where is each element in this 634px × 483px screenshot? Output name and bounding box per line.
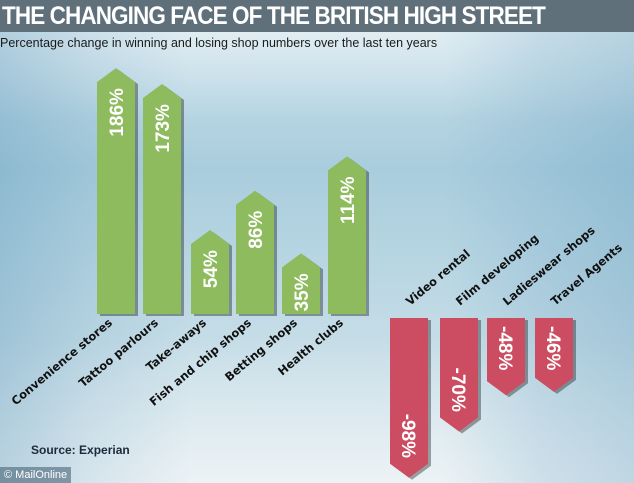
data-label: -46% (542, 326, 563, 370)
data-label: 35% (292, 273, 313, 311)
header-bar: THE CHANGING FACE OF THE BRITISH HIGH ST… (0, 0, 634, 32)
subtitle: Percentage change in winning and losing … (0, 36, 438, 50)
data-label: -48% (494, 326, 515, 370)
category-label: Tattoo parlours (76, 315, 161, 390)
bar-betting-shops (282, 253, 320, 314)
bar-convenience-stores (97, 68, 135, 314)
data-label: 86% (246, 211, 267, 249)
bar-film-developing (440, 318, 478, 432)
data-label: 186% (107, 88, 128, 137)
data-label: 54% (201, 250, 222, 288)
page-title: THE CHANGING FACE OF THE BRITISH HIGH ST… (2, 2, 546, 30)
data-label: 173% (153, 104, 174, 153)
category-label: Ladieswear shops (500, 223, 598, 308)
bar-health-clubs (328, 156, 366, 314)
bar-tattoo-parlours (143, 84, 181, 315)
bar-video-rental (390, 318, 428, 478)
data-label: 114% (338, 176, 359, 224)
data-label: -70% (447, 368, 468, 412)
bar-ladieswear-shops (487, 318, 525, 396)
category-label: Film developing (453, 231, 541, 308)
credit: © MailOnline (0, 467, 72, 483)
bar-fish-and-chip-shops (236, 190, 274, 314)
bar-travel-agents (535, 318, 573, 392)
bar-take-aways (191, 230, 229, 314)
source-note: Source: Experian (31, 443, 130, 457)
data-label: -98% (397, 414, 418, 458)
